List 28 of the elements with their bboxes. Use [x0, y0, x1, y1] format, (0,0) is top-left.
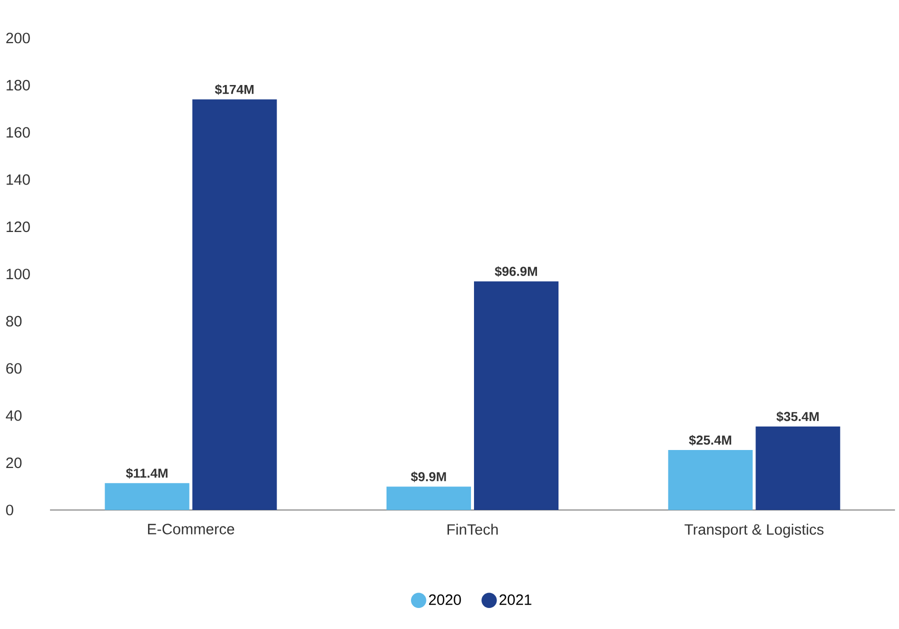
bar	[104, 483, 190, 510]
y-tick-label: 60	[6, 363, 22, 374]
y-tick-label: 160	[6, 127, 30, 138]
data-label: $174M	[214, 84, 254, 95]
y-tick-label: 140	[6, 174, 30, 185]
y-tick-label: 120	[6, 222, 30, 232]
data-label: $25.4M	[688, 434, 732, 446]
bar	[668, 450, 753, 510]
legend-label: 2020	[429, 594, 461, 605]
bar	[474, 281, 559, 510]
data-label: $11.4M	[126, 468, 168, 479]
data-label: $96.9M	[494, 266, 537, 277]
y-tick-label: 80	[6, 316, 22, 326]
data-label: $35.4M	[776, 411, 819, 422]
data-label: $9.9M	[410, 472, 446, 482]
y-tick-label: 0	[6, 504, 14, 516]
x-tick-label: FinTech	[448, 524, 498, 535]
legend-label: 2021	[500, 594, 532, 605]
y-tick-label: 200	[6, 32, 30, 44]
y-tick-label: 180	[6, 80, 30, 90]
y-tick-label: 40	[6, 410, 22, 421]
bar	[756, 426, 840, 510]
bar	[192, 99, 277, 510]
y-tick-label: 100	[6, 268, 30, 280]
x-tick-label: E-Commerce	[148, 524, 234, 534]
bar	[386, 486, 472, 510]
y-tick-label: 20	[6, 458, 22, 468]
x-tick-label: Transport & Logistics	[684, 524, 824, 538]
